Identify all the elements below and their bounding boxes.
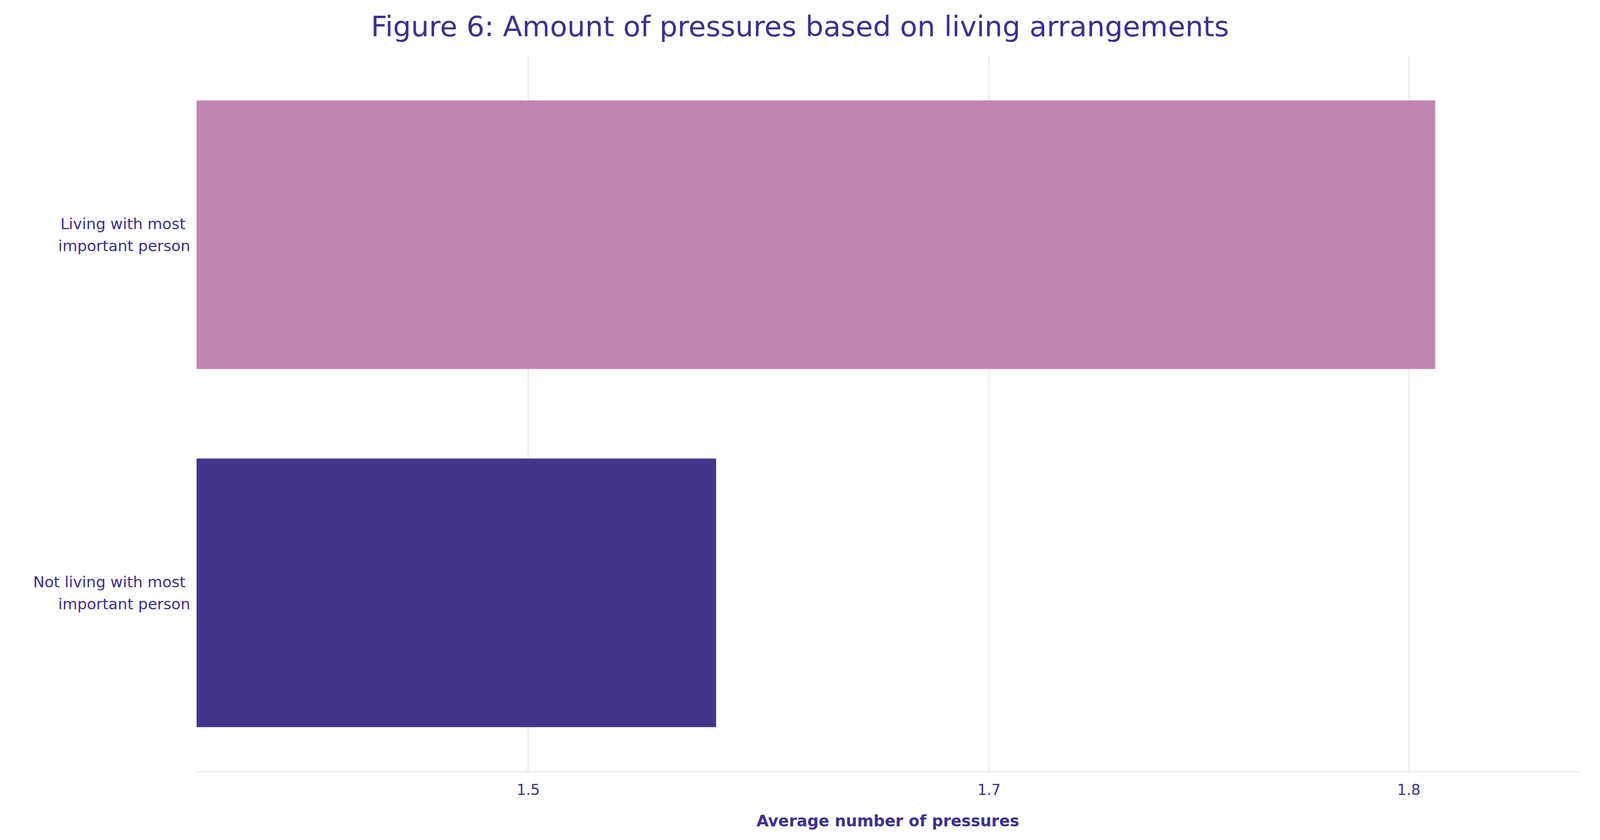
svg-text:Average number of pressures: Average number of pressures [756, 811, 1020, 830]
svg-text:important person: important person [58, 595, 191, 613]
svg-text:1.5: 1.5 [516, 781, 540, 799]
svg-text:Living with most: Living with most [60, 214, 191, 233]
svg-text:Not living with most: Not living with most [33, 573, 191, 591]
svg-text:Figure 6: Amount of pressures: Figure 6: Amount of pressures based on l… [371, 9, 1230, 43]
svg-text:important person: important person [58, 236, 191, 255]
svg-text:1.8: 1.8 [1397, 781, 1421, 799]
svg-text:1.7: 1.7 [977, 781, 1001, 799]
